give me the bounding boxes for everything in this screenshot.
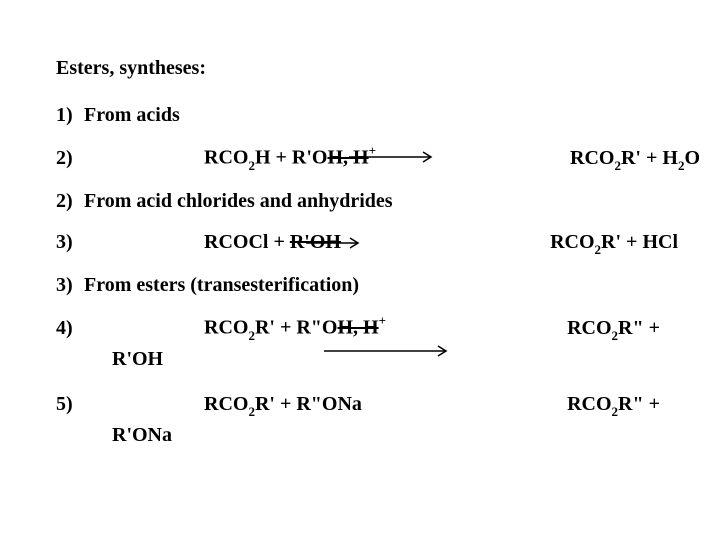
line-5-text: From esters (transesterification)	[84, 273, 359, 298]
line-7b: R'ONa	[56, 423, 700, 448]
line-6-body: RCO2R' + R"OH, H+ RCO2R" +	[84, 314, 700, 343]
line-2-rhs: RCO2R' + H2O	[546, 146, 700, 173]
line-2-lhs: RCO2H + R'OH, H+	[204, 144, 376, 173]
line-6-rhs: RCO2R" +	[543, 316, 700, 343]
line-1-text: From acids	[84, 103, 180, 128]
line-6: 4) RCO2R' + R"OH, H+ RCO2R" +	[56, 314, 700, 343]
line-5: 3) From esters (transesterification)	[56, 273, 700, 298]
line-7-byproduct: R'ONa	[112, 423, 172, 448]
slide-body: Esters, syntheses: 1) From acids 2) RCO2…	[0, 0, 720, 484]
line-7: 5) RCO2R' + R"ONa RCO2R" +	[56, 392, 700, 419]
line-3-text: From acid chlorides and anhydrides	[84, 189, 393, 214]
line-7-body: RCO2R' + R"ONa RCO2R" +	[84, 392, 700, 419]
line-7-number: 5)	[56, 392, 84, 417]
line-2-number: 2)	[56, 146, 84, 171]
line-3-number: 2)	[56, 189, 84, 214]
line-7-lhs: RCO2R' + R"ONa	[204, 392, 362, 419]
line-6b: R'OH	[56, 347, 700, 372]
line-5-number: 3)	[56, 273, 84, 298]
line-4-body: RCOCl + R'OH RCO2R' + HCl	[84, 230, 700, 257]
line-2: 2) RCO2H + R'OH, H+ RCO2R' + H2O	[56, 144, 700, 173]
line-4-number: 3)	[56, 230, 84, 255]
arrow-icon	[349, 150, 439, 164]
line-2-body: RCO2H + R'OH, H+ RCO2R' + H2O	[84, 144, 700, 173]
line-7-rhs: RCO2R" +	[543, 392, 700, 419]
slide-title: Esters, syntheses:	[56, 56, 700, 81]
line-4-lhs: RCOCl + R'OH	[204, 230, 341, 255]
line-6-byproduct: R'OH	[112, 347, 163, 372]
line-1: 1) From acids	[56, 103, 700, 128]
line-3: 2) From acid chlorides and anhydrides	[56, 189, 700, 214]
line-1-number: 1)	[56, 103, 84, 128]
arrow-icon	[306, 236, 366, 250]
line-6-number: 4)	[56, 316, 84, 341]
line-4: 3) RCOCl + R'OH RCO2R' + HCl	[56, 230, 700, 257]
line-6-lhs: RCO2R' + R"OH, H+	[204, 314, 386, 343]
line-4-rhs: RCO2R' + HCl	[526, 230, 700, 257]
